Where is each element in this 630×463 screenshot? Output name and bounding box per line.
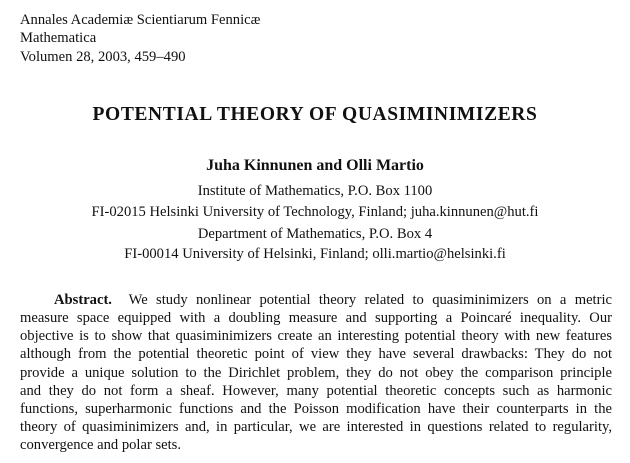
abstract-line: and they do not form a sheaf. However, m… <box>20 383 612 399</box>
affiliation-1: Institute of Mathematics, P.O. Box 1100 <box>197 183 433 199</box>
abstract-line: measure space equipped with a doubling m… <box>20 310 612 326</box>
journal-volume: Volumen 28, 2003, 459–490 <box>20 49 186 65</box>
affiliation-2-address: FI-00014 University of Helsinki, Finland… <box>124 246 506 262</box>
abstract-line: convergence and polar sets. <box>20 437 182 453</box>
abstract-line: provide a unique solution to the Dirichl… <box>20 365 612 381</box>
authors: Juha Kinnunen and Olli Martio <box>206 157 424 174</box>
abstract-label: Abstract. <box>54 292 112 308</box>
paper-title: POTENTIAL THEORY OF QUASIMINIMIZERS <box>92 104 538 125</box>
journal-name: Annales Academiæ Scientiarum Fennicæ <box>20 12 261 28</box>
abstract-line: functions, superharmonic functions and t… <box>20 401 612 417</box>
abstract-line: theory of quasiminimizers and, in partic… <box>20 419 612 435</box>
abstract-line: objective is to show that quasiminimizer… <box>20 328 612 344</box>
abstract-line: although from the potential theoretic po… <box>20 346 612 362</box>
affiliation-1-address: FI-02015 Helsinki University of Technolo… <box>91 204 539 220</box>
affiliation-2: Department of Mathematics, P.O. Box 4 <box>197 226 433 242</box>
abstract-line: Abstract. We study nonlinear potential t… <box>54 292 612 308</box>
journal-series: Mathematica <box>20 30 97 46</box>
